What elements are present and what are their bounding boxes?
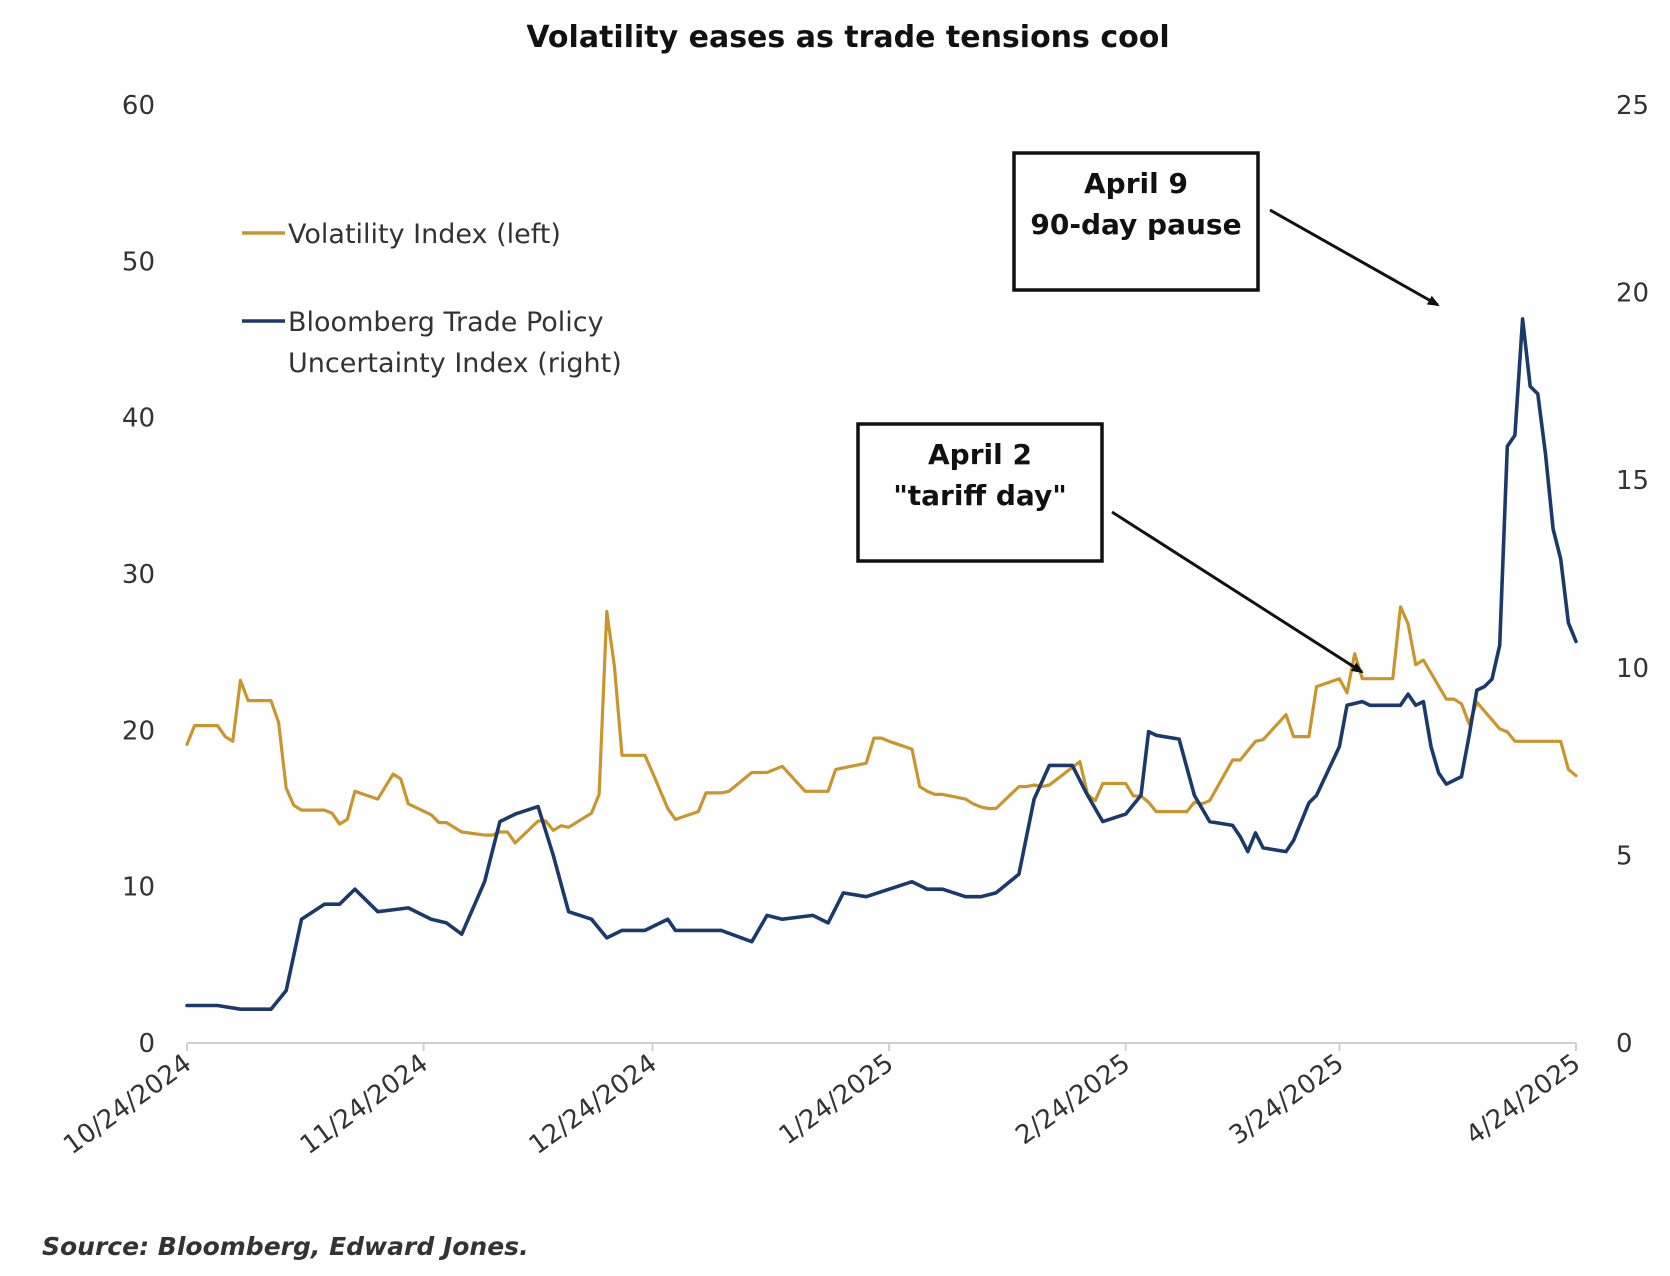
y-left-tick-label: 30 bbox=[122, 560, 155, 590]
source-note: Source: Bloomberg, Edward Jones. bbox=[42, 1232, 529, 1261]
tick-labels: 10/24/2024 11/24/2024 12/24/2024 1/24/2025 2… bbox=[58, 91, 1649, 1161]
y-right-tick-label: 15 bbox=[1616, 466, 1649, 496]
annotations: April 9 90-day pause April 2 "tariff day" bbox=[856, 151, 1440, 674]
y-right-tick-label: 0 bbox=[1616, 1029, 1633, 1059]
y-right-tick-label: 20 bbox=[1616, 279, 1649, 309]
volatility-index-line bbox=[185, 605, 1578, 845]
x-tick-label: 2/24/2025 bbox=[1010, 1048, 1135, 1151]
annotation-label: April 9 bbox=[1084, 167, 1188, 200]
annotation-label: "tariff day" bbox=[893, 479, 1067, 512]
y-left-tick-label: 0 bbox=[138, 1029, 155, 1059]
y-left-tick-label: 60 bbox=[122, 91, 155, 121]
y-left-tick-label: 50 bbox=[122, 247, 155, 277]
x-tick-label: 12/24/2024 bbox=[524, 1048, 663, 1160]
annotation-label: 90-day pause bbox=[1030, 208, 1241, 241]
trade-policy-uncertainty-line bbox=[185, 317, 1578, 1012]
legend: Volatility Index (left) Bloomberg Trade P… bbox=[242, 219, 622, 379]
y-left-tick-label: 20 bbox=[122, 716, 155, 746]
annotation-arrow bbox=[1269, 208, 1440, 307]
annotation-box bbox=[856, 422, 1104, 563]
annotation-arrow bbox=[1111, 510, 1364, 674]
y-right-tick-label: 25 bbox=[1616, 91, 1649, 121]
x-tick-label: 4/24/2025 bbox=[1461, 1048, 1586, 1151]
legend-label-trade-policy: Bloomberg Trade Policy Uncertainty Index … bbox=[288, 307, 622, 379]
x-tick-label: 11/24/2024 bbox=[295, 1048, 434, 1160]
x-tick-label: 1/24/2025 bbox=[774, 1048, 899, 1151]
y-left-tick-label: 40 bbox=[122, 404, 155, 434]
axes bbox=[186, 1042, 1577, 1051]
legend-label-volatility: Volatility Index (left) bbox=[288, 219, 561, 250]
chart-title: Volatility eases as trade tensions cool bbox=[526, 20, 1169, 55]
annotation-box bbox=[1012, 151, 1260, 292]
y-right-tick-label: 10 bbox=[1616, 654, 1649, 684]
x-tick-label: 3/24/2025 bbox=[1224, 1048, 1349, 1151]
annotation-label: April 2 bbox=[928, 438, 1032, 471]
x-tick-label: 10/24/2024 bbox=[58, 1048, 197, 1160]
series-lines bbox=[185, 317, 1578, 1012]
y-left-tick-label: 10 bbox=[122, 873, 155, 903]
y-right-tick-label: 5 bbox=[1616, 841, 1633, 871]
